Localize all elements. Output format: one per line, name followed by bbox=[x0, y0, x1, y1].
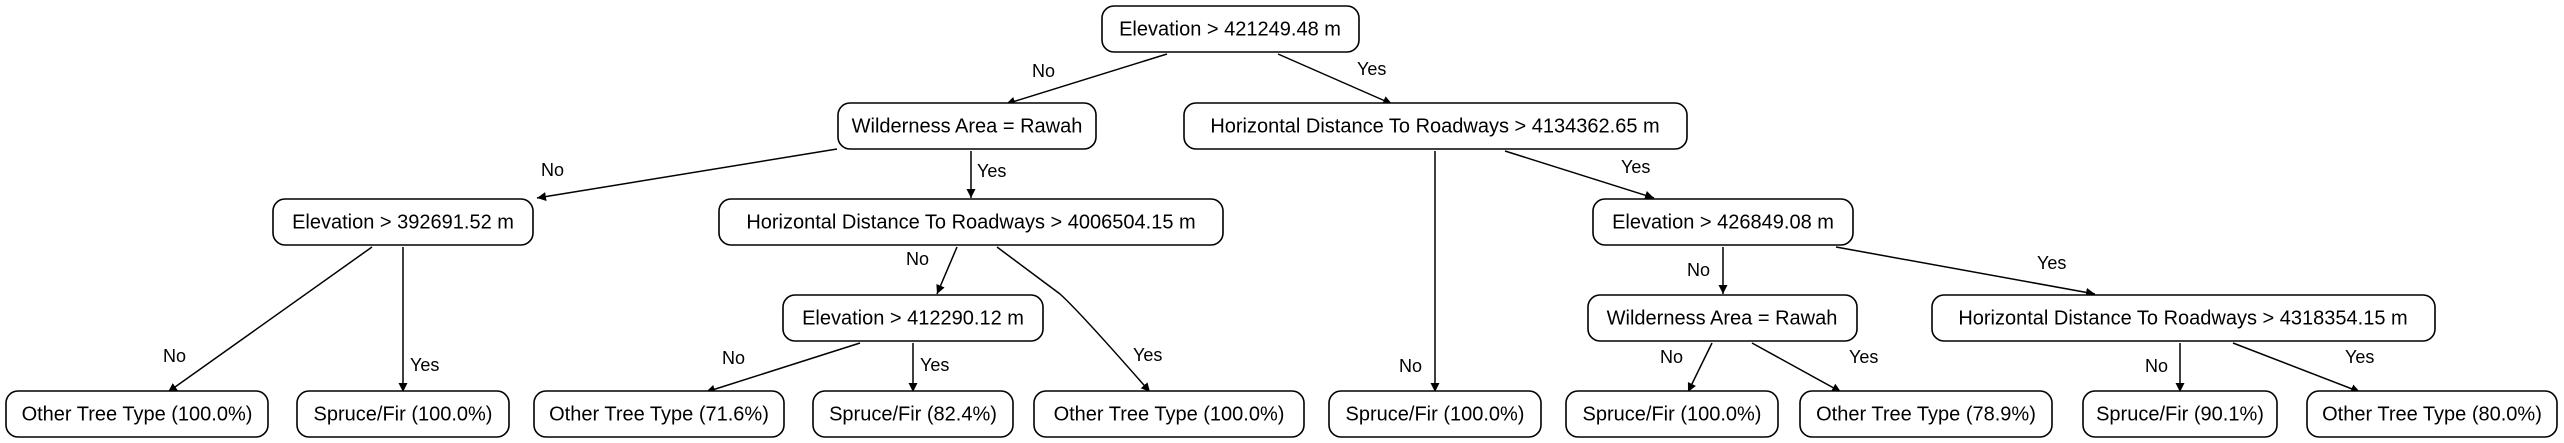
node-label: Elevation > 412290.12 m bbox=[802, 307, 1024, 329]
node-label: Wilderness Area = Rawah bbox=[1607, 307, 1838, 329]
node-elevation: Elevation > 412290.12 m bbox=[782, 294, 1044, 342]
edge-label-no: No bbox=[1687, 260, 1710, 280]
edge-hdr1-yes: Yes bbox=[1504, 150, 1655, 200]
leaf-node: Spruce/Fir (100.0%) bbox=[1565, 390, 1779, 438]
leaf-node: Other Tree Type (78.9%) bbox=[1799, 390, 2053, 438]
edge-root-no: No bbox=[1005, 53, 1168, 106]
edge-label-no: No bbox=[906, 249, 929, 269]
edge-label-yes: Yes bbox=[410, 355, 439, 375]
edge-label-yes: Yes bbox=[920, 355, 949, 375]
root-node: Elevation > 421249.48 m bbox=[1101, 5, 1360, 53]
node-label: Elevation > 421249.48 m bbox=[1119, 18, 1341, 40]
edge-elev2-yes: Yes bbox=[398, 247, 439, 392]
leaf-label: Spruce/Fir (100.0%) bbox=[314, 403, 493, 425]
edge-elev4-yes: Yes bbox=[908, 343, 949, 392]
edge-label-no: No bbox=[1660, 347, 1683, 367]
edge-label-no: No bbox=[541, 160, 564, 180]
edge-elev4-no: No bbox=[705, 342, 861, 394]
node-wilderness-area: Wilderness Area = Rawah bbox=[1587, 294, 1858, 342]
node-label: Elevation > 392691.52 m bbox=[292, 211, 514, 233]
node-horizontal-distance-roadways: Horizontal Distance To Roadways > 431835… bbox=[1931, 294, 2436, 342]
leaf-node: Other Tree Type (100.0%) bbox=[5, 390, 269, 438]
edge-hdr3-yes: Yes bbox=[2232, 342, 2374, 393]
edge-label-no: No bbox=[722, 348, 745, 368]
node-label: Wilderness Area = Rawah bbox=[852, 115, 1083, 137]
node-label: Horizontal Distance To Roadways > 431835… bbox=[1958, 307, 2407, 329]
node-wilderness-area: Wilderness Area = Rawah bbox=[837, 102, 1097, 150]
node-horizontal-distance-roadways: Horizontal Distance To Roadways > 400650… bbox=[718, 198, 1224, 246]
edge-hdr2-no: No bbox=[906, 246, 958, 295]
leaf-label: Other Tree Type (100.0%) bbox=[22, 403, 253, 425]
edge-label-no: No bbox=[1032, 61, 1055, 81]
node-label: Horizontal Distance To Roadways > 400650… bbox=[746, 211, 1195, 233]
edge-label-yes: Yes bbox=[1133, 345, 1162, 365]
node-elevation: Elevation > 392691.52 m bbox=[272, 198, 534, 246]
edge-label-no: No bbox=[2145, 356, 2168, 376]
edge-label-yes: Yes bbox=[1357, 59, 1386, 79]
edge-wild1-yes: Yes bbox=[966, 151, 1006, 198]
leaf-node: Spruce/Fir (82.4%) bbox=[812, 390, 1014, 438]
leaf-node: Spruce/Fir (90.1%) bbox=[2082, 390, 2278, 438]
node-label: Elevation > 426849.08 m bbox=[1612, 211, 1834, 233]
edge-label-yes: Yes bbox=[1849, 347, 1878, 367]
node-label: Horizontal Distance To Roadways > 413436… bbox=[1210, 115, 1659, 137]
node-elevation: Elevation > 426849.08 m bbox=[1592, 198, 1854, 246]
leaf-label: Spruce/Fir (100.0%) bbox=[1583, 403, 1762, 425]
edge-label-yes: Yes bbox=[1621, 157, 1650, 177]
edge-label-yes: Yes bbox=[977, 161, 1006, 181]
leaf-label: Other Tree Type (80.0%) bbox=[2322, 403, 2542, 425]
edge-wild2-no: No bbox=[1660, 342, 1713, 393]
leaf-node: Other Tree Type (100.0%) bbox=[1033, 390, 1305, 438]
edge-wild1-no: No bbox=[536, 148, 838, 201]
edge-label-no: No bbox=[1399, 356, 1422, 376]
node-horizontal-distance-roadways: Horizontal Distance To Roadways > 413436… bbox=[1183, 102, 1688, 150]
leaf-label: Other Tree Type (78.9%) bbox=[1816, 403, 2036, 425]
edge-hdr1-no: No bbox=[1399, 151, 1440, 392]
edge-elev2-no: No bbox=[163, 246, 373, 393]
edge-label-yes: Yes bbox=[2037, 253, 2066, 273]
edge-wild2-yes: Yes bbox=[1751, 342, 1878, 393]
leaf-label: Other Tree Type (71.6%) bbox=[549, 403, 769, 425]
leaf-label: Spruce/Fir (100.0%) bbox=[1346, 403, 1525, 425]
leaf-node: Spruce/Fir (100.0%) bbox=[296, 390, 510, 438]
leaf-label: Spruce/Fir (90.1%) bbox=[2096, 403, 2264, 425]
leaf-label: Spruce/Fir (82.4%) bbox=[829, 403, 997, 425]
leaf-node: Spruce/Fir (100.0%) bbox=[1328, 390, 1542, 438]
edge-elev3-no: No bbox=[1687, 247, 1728, 294]
edge-elev3-yes: Yes bbox=[1835, 246, 2096, 297]
leaf-node: Other Tree Type (71.6%) bbox=[533, 390, 785, 438]
edge-label-yes: Yes bbox=[2345, 347, 2374, 367]
edge-label-no: No bbox=[163, 346, 186, 366]
edge-hdr3-no: No bbox=[2145, 343, 2185, 392]
edge-root-yes: Yes bbox=[1277, 53, 1393, 105]
leaf-label: Other Tree Type (100.0%) bbox=[1054, 403, 1285, 425]
edge-hdr2-yes: Yes bbox=[996, 246, 1162, 393]
leaf-node: Other Tree Type (80.0%) bbox=[2306, 390, 2558, 438]
